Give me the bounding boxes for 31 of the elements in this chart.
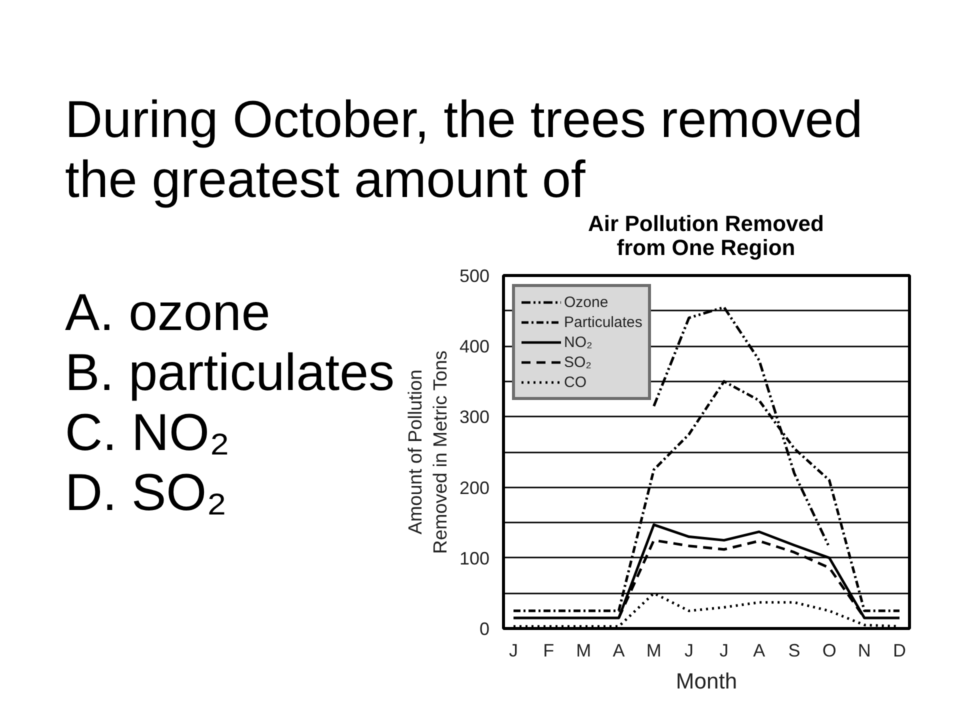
- y-tick-label: 0: [479, 619, 490, 639]
- text: B. particulates: [65, 343, 394, 403]
- legend-label: Particulates: [564, 313, 642, 331]
- chart-title: Air Pollution Removed from One Region: [587, 210, 825, 260]
- y-tick-label: 200: [459, 478, 490, 498]
- text: A. ozone: [65, 283, 272, 343]
- x-tick-label: J: [720, 640, 729, 660]
- x-tick-label: F: [543, 640, 554, 660]
- x-tick-label: M: [646, 640, 662, 660]
- x-tick-label: N: [858, 640, 871, 660]
- x-tick-label: A: [612, 640, 625, 660]
- x-tick-label: J: [509, 640, 518, 660]
- x-tick-label: A: [753, 640, 766, 660]
- legend-label: NO₂: [564, 333, 592, 351]
- y-tick-label: 300: [459, 407, 490, 428]
- legend-label: SO₂: [564, 353, 592, 371]
- x-tick-label: D: [893, 640, 906, 660]
- x-tick-label: J: [684, 640, 694, 660]
- text: During October, the trees removed the greatest amount of: [64, 90, 864, 210]
- y-tick-label: 400: [459, 336, 490, 357]
- x-tick-label: M: [576, 640, 592, 660]
- x-tick-label: O: [822, 640, 836, 660]
- legend-label: CO: [564, 373, 586, 391]
- y-tick-label: 100: [459, 548, 490, 568]
- x-axis-title: Month: [676, 668, 738, 694]
- legend-label: Ozone: [564, 293, 608, 311]
- y-axis-title: Amount of Pollution Removed in Metric Tons: [405, 350, 452, 554]
- text: D. SO₂: [65, 463, 228, 523]
- y-tick-label: 500: [459, 266, 490, 286]
- text: C. NO₂: [65, 403, 231, 463]
- x-tick-label: S: [788, 640, 800, 660]
